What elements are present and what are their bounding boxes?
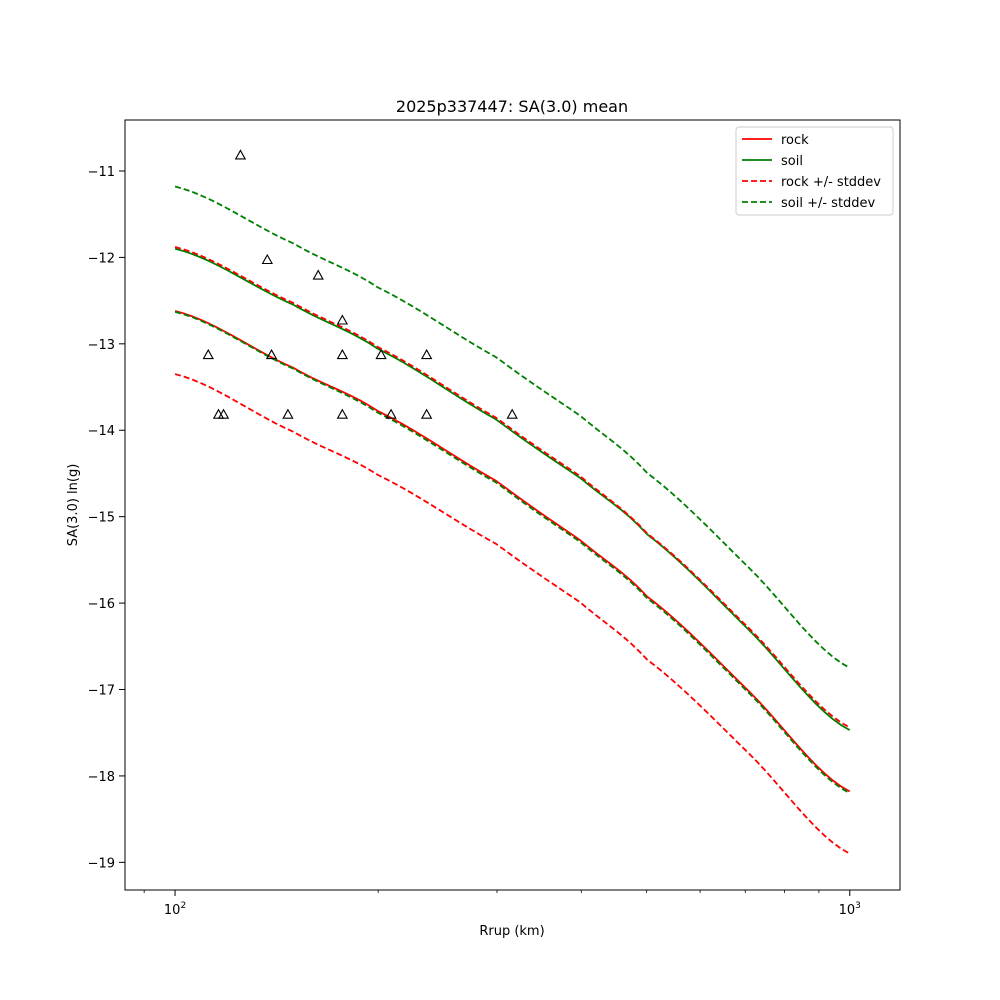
y-tick-label: −11	[88, 165, 115, 180]
series-line-stddev-lower-3	[174, 373, 851, 855]
observation-marker	[202, 348, 214, 360]
observation-marker	[234, 149, 247, 160]
legend-box	[735, 126, 894, 216]
series-line-soil-stddev-4	[174, 185, 851, 669]
series-line-rock-stddev-2	[174, 246, 851, 729]
observation-marker	[385, 408, 397, 419]
observation-marker	[375, 348, 387, 360]
y-tick-label: −17	[88, 684, 115, 699]
series-line-stddev-lower-5	[174, 310, 851, 794]
observation-marker	[212, 408, 225, 419]
plot-frame	[124, 119, 901, 891]
legend: rock soil rock +/- stddev soil +/- stddev	[735, 126, 894, 216]
legend-label: rock	[781, 133, 809, 148]
x-axis: 102 103	[143, 890, 861, 918]
observation-marker	[420, 408, 433, 419]
legend-label: rock +/- stddev	[781, 175, 881, 190]
observation-marker	[312, 269, 324, 280]
legend-label: soil +/- stddev	[781, 196, 876, 211]
observation-marker	[261, 253, 273, 265]
observation-marker	[217, 408, 230, 419]
series-line-soil-1	[174, 247, 851, 731]
y-tick-label: −18	[88, 770, 115, 785]
y-tick-label: −13	[88, 338, 115, 353]
y-axis: −11 −12 −13 −14 −15 −16 −17 −18 −19	[88, 165, 125, 871]
series-line-rock-0	[174, 310, 851, 793]
y-tick-label: −16	[88, 597, 115, 612]
observation-marker	[265, 348, 278, 360]
chart-title: 2025p337447: SA(3.0) mean	[396, 97, 628, 116]
y-axis-label: SA(3.0) ln(g)	[66, 464, 81, 547]
y-tick-label: −12	[88, 251, 115, 266]
legend-label: soil	[781, 154, 803, 169]
observation-marker	[506, 408, 518, 419]
x-tick-label: 102	[164, 901, 186, 918]
observation-marker	[282, 408, 294, 419]
observation-marker	[336, 314, 349, 325]
observation-marker	[336, 408, 349, 419]
y-tick-label: −14	[88, 424, 115, 439]
observation-marker	[336, 348, 349, 360]
y-tick-label: −15	[88, 511, 115, 526]
x-tick-label: 103	[839, 901, 861, 918]
x-axis-label: Rrup (km)	[479, 924, 544, 939]
observation-marker	[420, 348, 433, 360]
y-tick-label: −19	[88, 856, 115, 871]
